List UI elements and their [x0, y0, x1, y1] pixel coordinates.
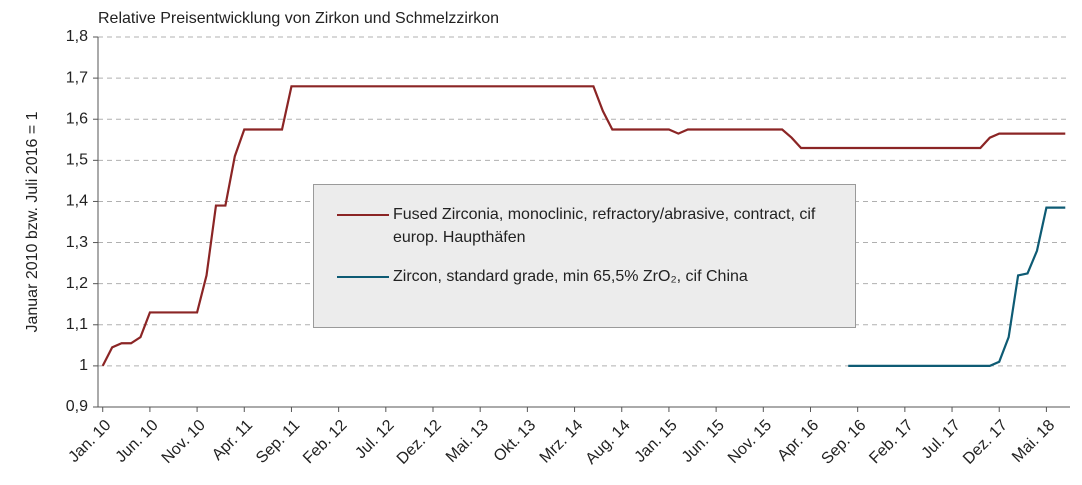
y-tick-label: 1,5 — [66, 152, 88, 169]
x-tick-label: Nov. 10 — [159, 417, 209, 467]
x-tick-label: Aug. 14 — [583, 417, 634, 468]
series-line — [101, 85, 1066, 367]
x-tick-label: Jun. 15 — [679, 417, 728, 466]
y-tick-label: 1,4 — [66, 193, 88, 210]
legend: Fused Zirconia, monoclinic, refractory/a… — [313, 184, 856, 328]
x-tick-label: Dez. 17 — [960, 417, 1011, 468]
legend-entry: Fused Zirconia, monoclinic, refractory/a… — [314, 203, 855, 249]
x-tick-label: Nov. 15 — [725, 417, 775, 467]
x-tick-label: Jan. 10 — [65, 417, 114, 466]
x-tick-label: Mai. 13 — [443, 417, 492, 466]
y-tick-label: 0,9 — [66, 398, 88, 415]
x-tick-label: Dez. 12 — [394, 417, 445, 468]
series-line — [848, 206, 1066, 367]
x-tick-label: Apr. 11 — [209, 417, 256, 464]
x-tick-label: Jul. 12 — [352, 417, 397, 462]
legend-label: Fused Zirconia, monoclinic, refractory/a… — [393, 206, 816, 246]
y-tick-label: 1,6 — [66, 110, 88, 127]
x-tick-label: Sep. 16 — [818, 417, 869, 468]
x-tick-label: Apr. 16 — [774, 417, 822, 465]
chart-title: Relative Preisentwicklung von Zirkon und… — [98, 10, 499, 27]
y-tick-label: 1,1 — [66, 316, 88, 333]
legend-label: Zircon, standard grade, min 65,5% ZrO₂, … — [393, 268, 748, 285]
x-tick-label: Feb. 12 — [300, 417, 350, 467]
x-tick-label: Jun. 10 — [113, 417, 162, 466]
x-tick-label: Okt. 13 — [491, 417, 540, 466]
legend-swatch — [337, 214, 389, 216]
x-tick-label: Mrz. 14 — [537, 417, 587, 467]
y-tick-label: 1,3 — [66, 234, 88, 251]
y-tick-label: 1,7 — [66, 69, 88, 86]
x-tick-label: Jan. 15 — [632, 417, 681, 466]
y-tick-label: 1,8 — [66, 28, 88, 45]
legend-swatch — [337, 276, 389, 278]
x-tick-label: Feb. 17 — [866, 417, 916, 467]
y-tick-label: 1 — [79, 357, 88, 374]
x-tick-label: Jul. 17 — [918, 417, 963, 462]
x-tick-label: Mai. 18 — [1009, 417, 1058, 466]
y-tick-label: 1,2 — [66, 275, 88, 292]
x-tick-label: Sep. 11 — [253, 417, 303, 467]
legend-entry: Zircon, standard grade, min 65,5% ZrO₂, … — [314, 265, 855, 288]
y-axis-label: Januar 2010 bzw. Juli 2016 = 1 — [24, 111, 41, 332]
